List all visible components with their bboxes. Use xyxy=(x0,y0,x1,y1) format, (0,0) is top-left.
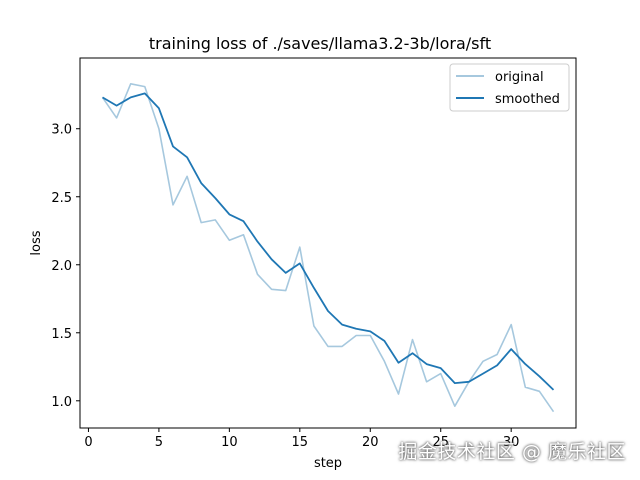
x-tick-label: 0 xyxy=(84,435,92,450)
x-tick-label: 20 xyxy=(362,435,379,450)
y-tick-label: 3.0 xyxy=(51,123,72,138)
x-tick-label: 25 xyxy=(432,435,449,450)
y-tick-label: 2.5 xyxy=(51,191,72,206)
plot-area: 0 5 10 15 20 25 30 1.0 1.5 2.0 2.5 3.0 xyxy=(51,57,577,450)
y-axis-ticks: 1.0 1.5 2.0 2.5 3.0 xyxy=(51,123,80,410)
x-tick-label: 10 xyxy=(221,435,238,450)
x-axis-ticks: 0 5 10 15 20 25 30 xyxy=(84,428,519,450)
y-tick-label: 2.0 xyxy=(51,259,72,274)
series-line-original xyxy=(101,83,555,413)
legend-label-original: original xyxy=(495,70,544,85)
series-layer xyxy=(101,83,555,413)
x-tick-label: 15 xyxy=(292,435,309,450)
series-line-smoothed xyxy=(102,92,555,391)
watermark: 掘金技术社区 @ 魔乐社区 xyxy=(398,441,626,463)
y-tick-label: 1.0 xyxy=(51,395,72,410)
chart-title: training loss of ./saves/llama3.2-3b/lor… xyxy=(149,34,491,53)
y-tick-label: 1.5 xyxy=(51,327,72,342)
y-axis-label: loss xyxy=(29,230,44,255)
legend-label-smoothed: smoothed xyxy=(495,92,560,107)
legend: original smoothed xyxy=(449,63,570,112)
x-tick-label: 30 xyxy=(503,435,520,450)
x-axis-label: step xyxy=(314,456,342,471)
x-tick-label: 5 xyxy=(155,435,163,450)
